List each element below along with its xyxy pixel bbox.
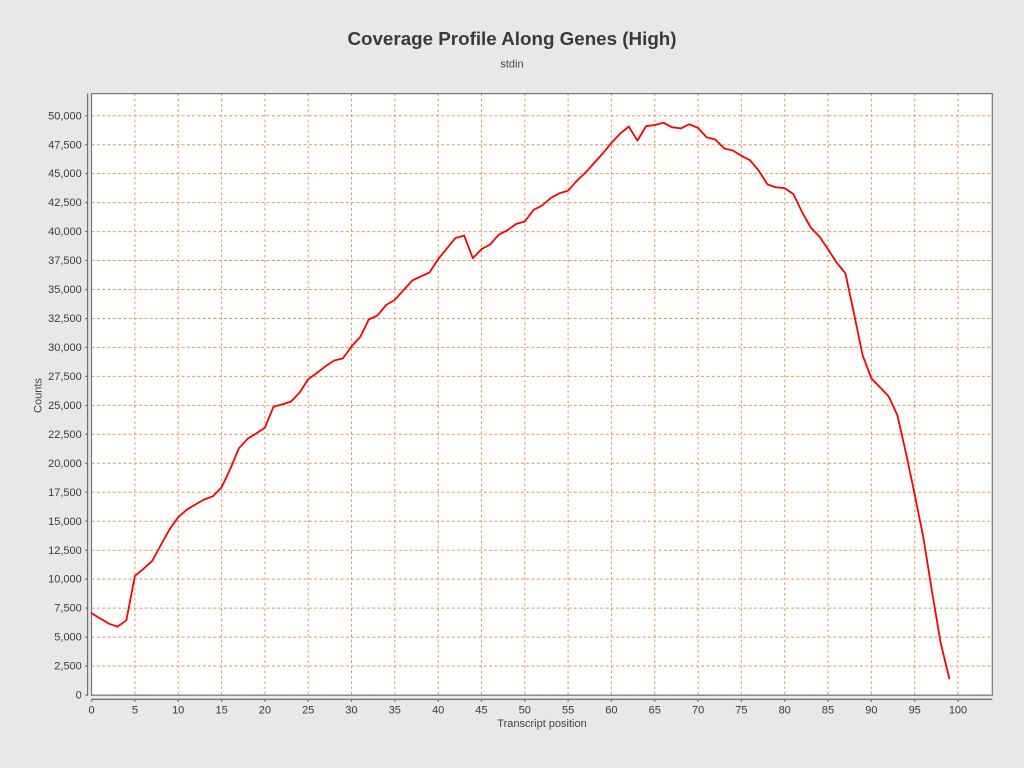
svg-text:45: 45 [475,705,487,717]
svg-text:7,500: 7,500 [54,603,82,615]
svg-text:30,000: 30,000 [48,342,82,354]
svg-text:Transcript position: Transcript position [497,718,586,730]
svg-text:75: 75 [735,705,747,717]
svg-text:12,500: 12,500 [48,545,82,557]
svg-text:Counts: Counts [32,378,44,413]
svg-text:22,500: 22,500 [48,429,82,441]
svg-text:32,500: 32,500 [48,313,82,325]
svg-text:47,500: 47,500 [48,139,82,151]
svg-text:40: 40 [432,705,444,717]
svg-text:45,000: 45,000 [48,168,82,180]
svg-text:5: 5 [132,705,138,717]
svg-text:90: 90 [865,705,877,717]
svg-text:17,500: 17,500 [48,487,82,499]
svg-text:70: 70 [692,705,704,717]
svg-text:50: 50 [519,705,531,717]
svg-text:20: 20 [259,705,271,717]
svg-text:65: 65 [649,705,661,717]
svg-text:stdin: stdin [500,59,523,71]
svg-text:0: 0 [89,705,95,717]
svg-text:30: 30 [345,705,357,717]
svg-text:42,500: 42,500 [48,197,82,209]
svg-text:40,000: 40,000 [48,226,82,238]
svg-text:50,000: 50,000 [48,110,82,122]
svg-text:85: 85 [822,705,834,717]
svg-text:37,500: 37,500 [48,255,82,267]
svg-text:15,000: 15,000 [48,516,82,528]
svg-text:10: 10 [172,705,184,717]
svg-text:20,000: 20,000 [48,458,82,470]
svg-text:25: 25 [302,705,314,717]
svg-text:25,000: 25,000 [48,400,82,412]
svg-text:0: 0 [76,690,82,702]
svg-text:Coverage Profile Along Genes (: Coverage Profile Along Genes (High) [347,28,676,49]
svg-text:55: 55 [562,705,574,717]
svg-text:5,000: 5,000 [54,632,82,644]
svg-text:35: 35 [389,705,401,717]
svg-text:27,500: 27,500 [48,371,82,383]
svg-text:60: 60 [605,705,617,717]
svg-text:15: 15 [215,705,227,717]
svg-text:2,500: 2,500 [54,661,82,673]
svg-text:100: 100 [949,705,967,717]
svg-text:95: 95 [909,705,921,717]
svg-text:10,000: 10,000 [48,574,82,586]
svg-text:80: 80 [779,705,791,717]
svg-text:35,000: 35,000 [48,284,82,296]
